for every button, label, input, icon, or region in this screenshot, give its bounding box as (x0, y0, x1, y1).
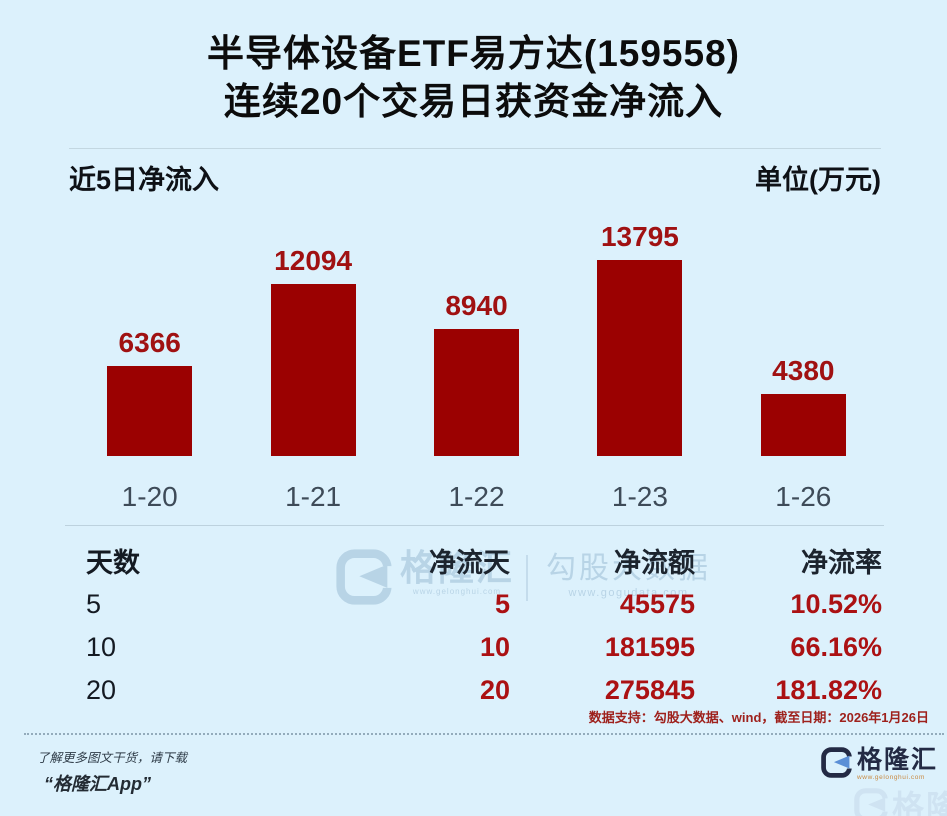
brand-watermark: 格隆汇 www.gelonghui.com 勾股大数据 www.gogudata… (336, 549, 711, 605)
data-source-note: 数据支持：勾股大数据、wind，截至日期：2026年1月26日 (588, 710, 929, 725)
table-cell: 66.16% (790, 632, 882, 662)
brand-logo: 格隆汇 www.gelonghui.com (821, 747, 938, 781)
table-cell: 20 (86, 675, 117, 705)
gelonghui-logo-icon (336, 549, 392, 605)
table-row: 10 10 181595 66.16% (72, 626, 882, 669)
watermark-brand-text: 格隆汇 (400, 547, 515, 588)
brand-logo-url: www.gelonghui.com (857, 774, 926, 782)
watermark-brand-url: www.gelonghui.com (412, 586, 502, 596)
bar (434, 329, 520, 456)
bar-column: 4380 1-26 (722, 210, 885, 520)
bar-value-label: 12094 (274, 245, 353, 276)
page-title: 半导体设备ETF易方达(159558) 连续20个交易日获资金净流入 (0, 30, 947, 126)
bar-column: 8940 1-22 (395, 210, 558, 520)
app-promo-line2: “格隆汇App” (44, 774, 151, 794)
table-cell: 10 (479, 632, 510, 662)
gelonghui-logo-icon (854, 788, 888, 816)
table-header-cell: 净流天 (429, 547, 510, 578)
divider-top (69, 148, 881, 149)
bar (107, 366, 193, 456)
corner-watermark-text: 格隆汇 (892, 789, 947, 816)
bar (270, 284, 356, 456)
x-axis-tick-label: 1-23 (611, 481, 668, 512)
chart-subtitle: 近5日净流入 (69, 165, 220, 195)
table-cell: 181.82% (775, 675, 882, 705)
bar-column: 13795 1-23 (558, 210, 721, 520)
x-axis-tick-label: 1-26 (775, 481, 832, 512)
table-row: 5 5 45575 10.52% (72, 583, 882, 626)
table-cell: 10 (86, 632, 117, 662)
brand-logo-text: 格隆汇 (857, 746, 939, 774)
table-cell: 5 (494, 589, 510, 619)
bar-chart: 6366 1-20 12094 1-21 8940 1-22 13795 1-23 4380 1-… (68, 210, 885, 520)
table-header-cell: 净流率 (801, 547, 882, 578)
app-promo-line1: 了解更多图文干货，请下载 (37, 751, 188, 765)
bar-value-label: 4380 (772, 355, 835, 386)
table-header-row: 天数 净流天 净流额 净流率 (72, 537, 882, 583)
bar-column: 6366 1-20 (68, 210, 231, 520)
bar-value-label: 13795 (600, 221, 679, 252)
stats-table: 天数 净流天 净流额 净流率 5 5 45575 10.52% 10 10 181595 66.16%… (72, 537, 882, 712)
watermark-divider (526, 555, 529, 601)
table-cell: 181595 (604, 632, 695, 662)
divider-dashed (24, 733, 944, 735)
app-promo: 了解更多图文干货，请下载 “格隆汇App” (37, 747, 187, 796)
watermark-partner-text: 勾股大数据 (546, 552, 712, 585)
bar-column: 12094 1-21 (231, 210, 394, 520)
x-axis-tick-label: 1-21 (285, 481, 342, 512)
bar (760, 394, 846, 456)
table-header-cell: 天数 (86, 547, 140, 578)
table-header-cell: 净流额 (614, 547, 695, 578)
bar-value-label: 6366 (118, 327, 181, 358)
x-axis-tick-label: 1-20 (121, 481, 178, 512)
divider-mid (65, 525, 884, 526)
gelonghui-logo-icon (821, 747, 852, 778)
table-cell: 45575 (619, 589, 695, 619)
chart-subheader: 近5日净流入 单位(万元) (69, 158, 881, 197)
table-cell: 10.52% (790, 589, 882, 619)
watermark-partner-url: www.gogudata.com (568, 586, 689, 599)
table-cell: 5 (86, 589, 102, 619)
page-title-line1: 半导体设备ETF易方达(159558) (207, 33, 740, 74)
page-title-line2: 连续20个交易日获资金净流入 (223, 81, 724, 123)
corner-watermark-logo: 格隆汇 (854, 782, 947, 816)
table-row: 20 20 275845 181.82% (72, 669, 882, 712)
unit-label: 单位(万元) (755, 165, 881, 195)
bar (597, 260, 683, 456)
table-cell: 275845 (604, 675, 695, 705)
bar-value-label: 8940 (445, 290, 508, 321)
table-cell: 20 (479, 675, 510, 705)
x-axis-tick-label: 1-22 (448, 481, 505, 512)
